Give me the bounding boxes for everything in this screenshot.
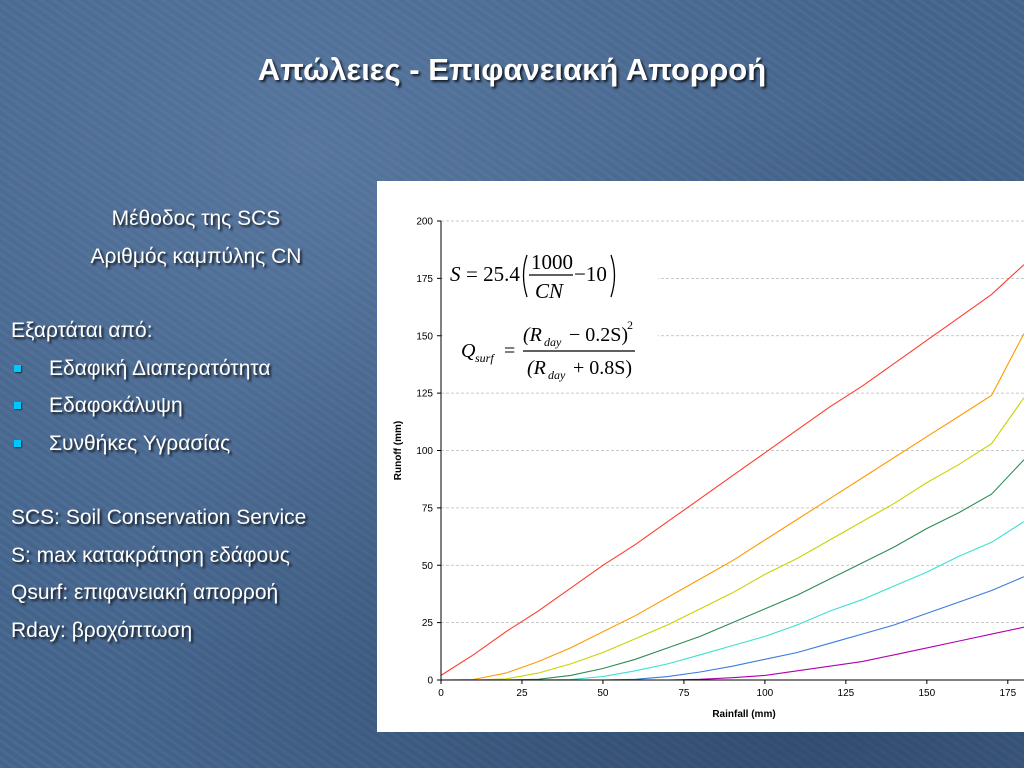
- formula-s-num: 1000: [531, 250, 573, 274]
- method-line-1: Μέθοδος της SCS: [111, 207, 281, 230]
- series-line-4: [441, 459, 1024, 681]
- formula-q-eq: =: [504, 340, 515, 362]
- y-tick-label: 75: [422, 503, 434, 514]
- bullet-text: Εδαφική Διαπερατότητα: [49, 356, 271, 380]
- x-tick-label: 50: [597, 688, 609, 699]
- x-axis-label: Rainfall (mm): [712, 709, 775, 720]
- formula-background: [443, 229, 658, 389]
- formula-s-den: CN: [535, 279, 564, 303]
- depends-label: Εξαρτάται από:: [11, 319, 153, 342]
- formula-s-paren-right: [610, 254, 616, 298]
- spacer: [11, 462, 381, 499]
- definition-scs: SCS: Soil Conservation Service: [11, 506, 307, 529]
- formula-q-den: (R: [527, 357, 546, 379]
- y-tick-label: 200: [416, 217, 433, 228]
- x-tick-label: 75: [678, 688, 690, 699]
- square-bullet-icon: [14, 364, 21, 372]
- square-bullet-icon: [14, 402, 21, 409]
- series-line-1: [440, 264, 1024, 676]
- bullet-item-moisture: Συνθήκες Υγρασίας: [11, 425, 381, 463]
- bullet-text: Συνθήκες Υγρασίας: [49, 431, 231, 455]
- y-axis-label: Runoff (mm): [393, 421, 404, 480]
- axis-layer: 0 25 50 75 100 125 150 175 200 0 25 50 75 100 125 150 17…: [393, 217, 1024, 720]
- bullet-text: Εδαφοκάλυψη: [49, 394, 183, 417]
- x-tick-label: 125: [838, 688, 855, 699]
- formula-q-den-sub: day: [548, 368, 566, 382]
- formula-s-tail: −10: [574, 262, 607, 286]
- definition-qsurf: Qsurf: επιφανειακή απορροή: [11, 581, 279, 604]
- formula-q-num-sup: 2: [627, 318, 633, 332]
- series-line-3: [441, 397, 1024, 681]
- y-tick-label: 100: [416, 446, 433, 457]
- series-line-2: [440, 333, 1024, 681]
- formula-q-lhs-sub: surf: [475, 351, 495, 365]
- y-tick-label: 50: [422, 561, 434, 572]
- square-bullet-icon: [14, 439, 21, 447]
- series-line-7: [441, 626, 1024, 681]
- x-tick-label: 150: [918, 688, 935, 699]
- series-line-5: [441, 521, 1024, 681]
- formula-s-eq: = 25.4: [466, 262, 520, 286]
- formula-q: Q surf = (R day − 0.2S) 2 (R day + 0.8S): [461, 318, 635, 382]
- slide-title: Απώλειες - Επιφανειακή Απορροή: [257, 52, 767, 87]
- chart-panel: 0 25 50 75 100 125 150 175 200 0 25 50 75 100 125 150 17…: [377, 181, 1024, 732]
- formula-q-lhs: Q: [461, 340, 476, 362]
- definition-s: S: max κατακράτηση εδάφους: [11, 543, 290, 567]
- bullet-item-permeability: Εδαφική Διαπερατότητα: [11, 350, 381, 388]
- formula-q-num-tail: − 0.2S): [569, 324, 628, 346]
- spacer: [11, 275, 381, 312]
- x-tick-label: 0: [438, 688, 444, 699]
- y-tick-label: 25: [422, 618, 434, 629]
- y-tick-label: 0: [427, 676, 433, 687]
- bullet-item-landcover: Εδαφοκάλυψη: [11, 387, 381, 425]
- series-layer: [440, 264, 1024, 681]
- definition-rday: Rday: βροχόπτωση: [11, 618, 193, 642]
- x-tick-label: 25: [516, 688, 528, 699]
- y-tick-label: 125: [416, 389, 433, 400]
- x-tick-label: 175: [999, 688, 1016, 699]
- formula-s-paren-left: [522, 254, 528, 298]
- formula-s-lhs: S: [450, 262, 461, 286]
- y-tick-label: 175: [416, 274, 433, 285]
- text-block: Μέθοδος της SCS Αριθμός καμπύλης CN Εξαρ…: [11, 200, 381, 649]
- formula-q-num-sub: day: [544, 335, 562, 349]
- formula-s: S = 25.4 1000 CN −10: [450, 250, 616, 303]
- formula-q-den-tail: + 0.8S): [573, 357, 632, 379]
- x-tick-label: 100: [757, 688, 774, 699]
- runoff-chart: 0 25 50 75 100 125 150 175 200 0 25 50 75 100 125 150 17…: [393, 217, 1024, 720]
- method-line-2: Αριθμός καμπύλης CN: [90, 244, 302, 268]
- formula-q-num: (R: [523, 324, 542, 346]
- y-tick-label: 150: [416, 331, 433, 342]
